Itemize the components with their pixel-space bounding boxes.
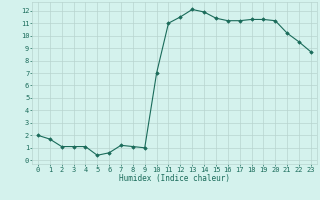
X-axis label: Humidex (Indice chaleur): Humidex (Indice chaleur) <box>119 174 230 183</box>
